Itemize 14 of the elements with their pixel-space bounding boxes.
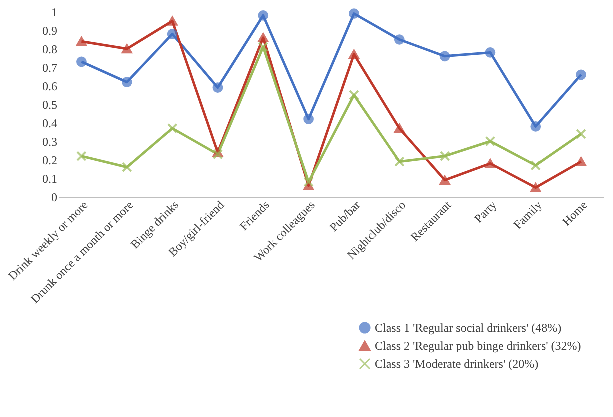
y-tick-label: 0.9 <box>42 24 58 38</box>
y-tick-label: 1 <box>52 6 58 20</box>
legend-label: Class 1 'Regular social drinkers' (48%) <box>375 321 562 335</box>
y-tick-label: 0.4 <box>42 116 58 130</box>
y-tick-label: 0.2 <box>42 154 58 168</box>
legend-label: Class 3 'Moderate drinkers' (20%) <box>375 357 539 371</box>
y-tick-label: 0.7 <box>42 61 58 75</box>
legend-label: Class 2 'Regular pub binge drinkers' (32%) <box>375 339 582 353</box>
y-tick-label: 0.6 <box>42 80 58 94</box>
y-tick-label: 0.5 <box>42 98 58 112</box>
y-tick-label: 0.8 <box>42 42 58 56</box>
y-tick-label: 0.1 <box>42 172 58 186</box>
y-tick-label: 0.3 <box>42 135 58 149</box>
y-tick-label: 0 <box>52 190 58 204</box>
